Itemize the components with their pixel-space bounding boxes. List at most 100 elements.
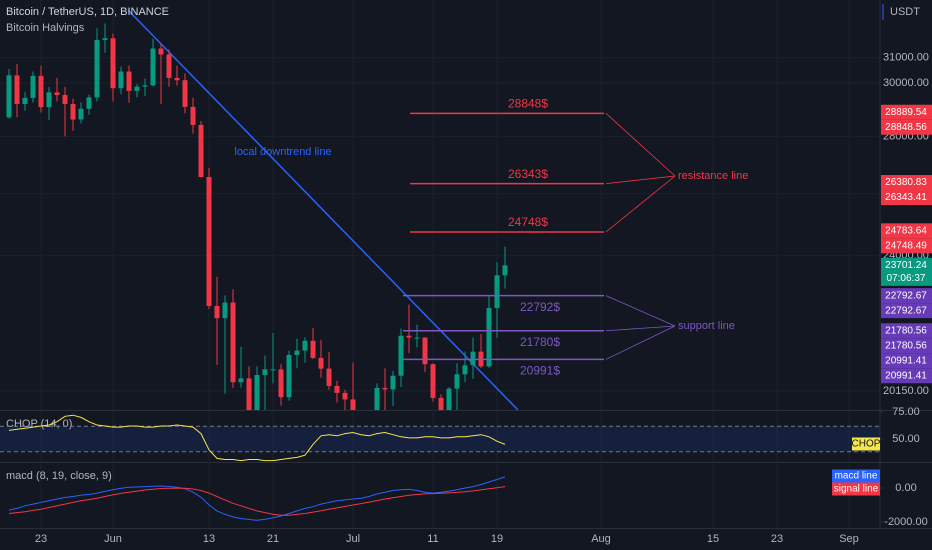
candle-body — [398, 335, 404, 376]
candle-body — [470, 351, 476, 366]
x-tick-label: Jul — [346, 533, 360, 545]
price-tag — [881, 238, 932, 254]
price-tag — [881, 223, 932, 239]
candle-body — [22, 97, 28, 104]
candle-body — [502, 265, 508, 276]
price-tag-label: 24783.64 — [885, 225, 927, 236]
candle-body — [110, 38, 116, 89]
band-fill — [0, 426, 880, 452]
level-label: 20991$ — [520, 363, 560, 377]
level-label: 21780$ — [520, 335, 560, 349]
candle-body — [262, 369, 268, 375]
candle-body — [310, 340, 316, 358]
candle-body — [38, 75, 44, 108]
price-tag-label: 20991.41 — [885, 355, 927, 366]
candle-body — [102, 38, 108, 40]
candle-body — [382, 387, 388, 390]
candle-body — [406, 335, 412, 338]
y-tick-label: 31000.00 — [883, 52, 929, 64]
y-tick-label: 20150.00 — [883, 385, 929, 397]
price-tag — [881, 104, 932, 120]
candle-body — [94, 39, 100, 98]
x-tick-label: Aug — [591, 533, 611, 545]
candle-body — [286, 354, 292, 398]
candle-body — [254, 374, 260, 410]
candle-body — [302, 340, 308, 351]
price-tag-label: 26343.41 — [885, 192, 927, 203]
candle-body — [222, 302, 228, 319]
indicator-line — [8, 476, 506, 521]
indicator-line — [8, 486, 506, 516]
candle-body — [166, 54, 172, 78]
candle-body — [78, 108, 84, 120]
candle-body — [342, 392, 348, 400]
candle-body — [430, 364, 436, 398]
price-tag-label: 22792.67 — [885, 305, 927, 316]
candle-body — [462, 365, 468, 375]
x-tick-label: 13 — [203, 533, 215, 545]
y-axis-label: USDT — [890, 6, 920, 18]
candle-body — [134, 86, 140, 91]
price-tag-label: 28889.54 — [885, 107, 927, 118]
level-label: 26343$ — [508, 167, 548, 181]
candle-body — [374, 387, 380, 410]
x-tick-label: 23 — [35, 533, 47, 545]
candle-body — [414, 337, 420, 339]
price-tag-label: 20991.41 — [885, 370, 927, 381]
annotation-arrow — [605, 295, 676, 327]
price-tag-label: 22792.67 — [885, 290, 927, 301]
candle-body — [142, 85, 148, 87]
x-tick-label: Sep — [839, 533, 859, 545]
candle-body — [30, 75, 36, 98]
candle-body — [446, 388, 452, 410]
candle-body — [454, 374, 460, 389]
legend-label: CHOP — [852, 439, 881, 450]
candle-body — [278, 369, 284, 398]
candle-body — [206, 176, 212, 306]
legend-label: macd line — [835, 471, 878, 482]
indicator-title: CHOP (14, 0) — [6, 418, 72, 430]
candle-body — [318, 357, 324, 369]
candle-body — [486, 308, 492, 367]
chart-title: Bitcoin / TetherUS, 1D, BINANCE — [6, 6, 169, 18]
annotation-arrow — [605, 113, 676, 177]
price-tag — [881, 190, 932, 206]
price-tag-label: 21780.56 — [885, 340, 927, 351]
x-tick-label: 11 — [427, 533, 438, 545]
candle-body — [150, 48, 156, 86]
chart-subtitle: Bitcoin Halvings — [6, 22, 85, 34]
level-label: 28848$ — [508, 97, 548, 111]
candle-body — [422, 337, 428, 365]
annotation-arrow — [605, 325, 676, 360]
candle-body — [230, 302, 236, 383]
x-tick-label: 15 — [707, 533, 719, 545]
price-tag — [881, 257, 932, 286]
x-tick-label: 23 — [771, 533, 783, 545]
candle-body — [350, 399, 356, 410]
price-tag — [881, 175, 932, 191]
x-tick-label: 19 — [491, 533, 503, 545]
candle-body — [438, 397, 444, 410]
price-tag — [881, 353, 932, 369]
annotation: support line — [678, 320, 735, 332]
candle-body — [198, 124, 204, 177]
legend-label: signal line — [834, 484, 879, 495]
candle-body — [126, 71, 132, 91]
candle-body — [158, 48, 164, 55]
candle-body — [326, 368, 332, 386]
legend-tag — [852, 437, 880, 451]
candle-body — [238, 378, 244, 383]
candle-body — [62, 95, 68, 104]
candle-body — [294, 350, 300, 355]
price-tag — [881, 288, 932, 304]
y-tick-label: 24000.00 — [883, 250, 929, 262]
candle-body — [390, 375, 396, 390]
candle-body — [246, 378, 252, 410]
price-tag-label: 26380.83 — [885, 177, 927, 188]
indicator-title: macd (8, 19, close, 9) — [6, 470, 112, 482]
price-tag — [881, 119, 932, 135]
x-tick-label: Jun — [104, 533, 122, 545]
candle-body — [54, 92, 60, 96]
